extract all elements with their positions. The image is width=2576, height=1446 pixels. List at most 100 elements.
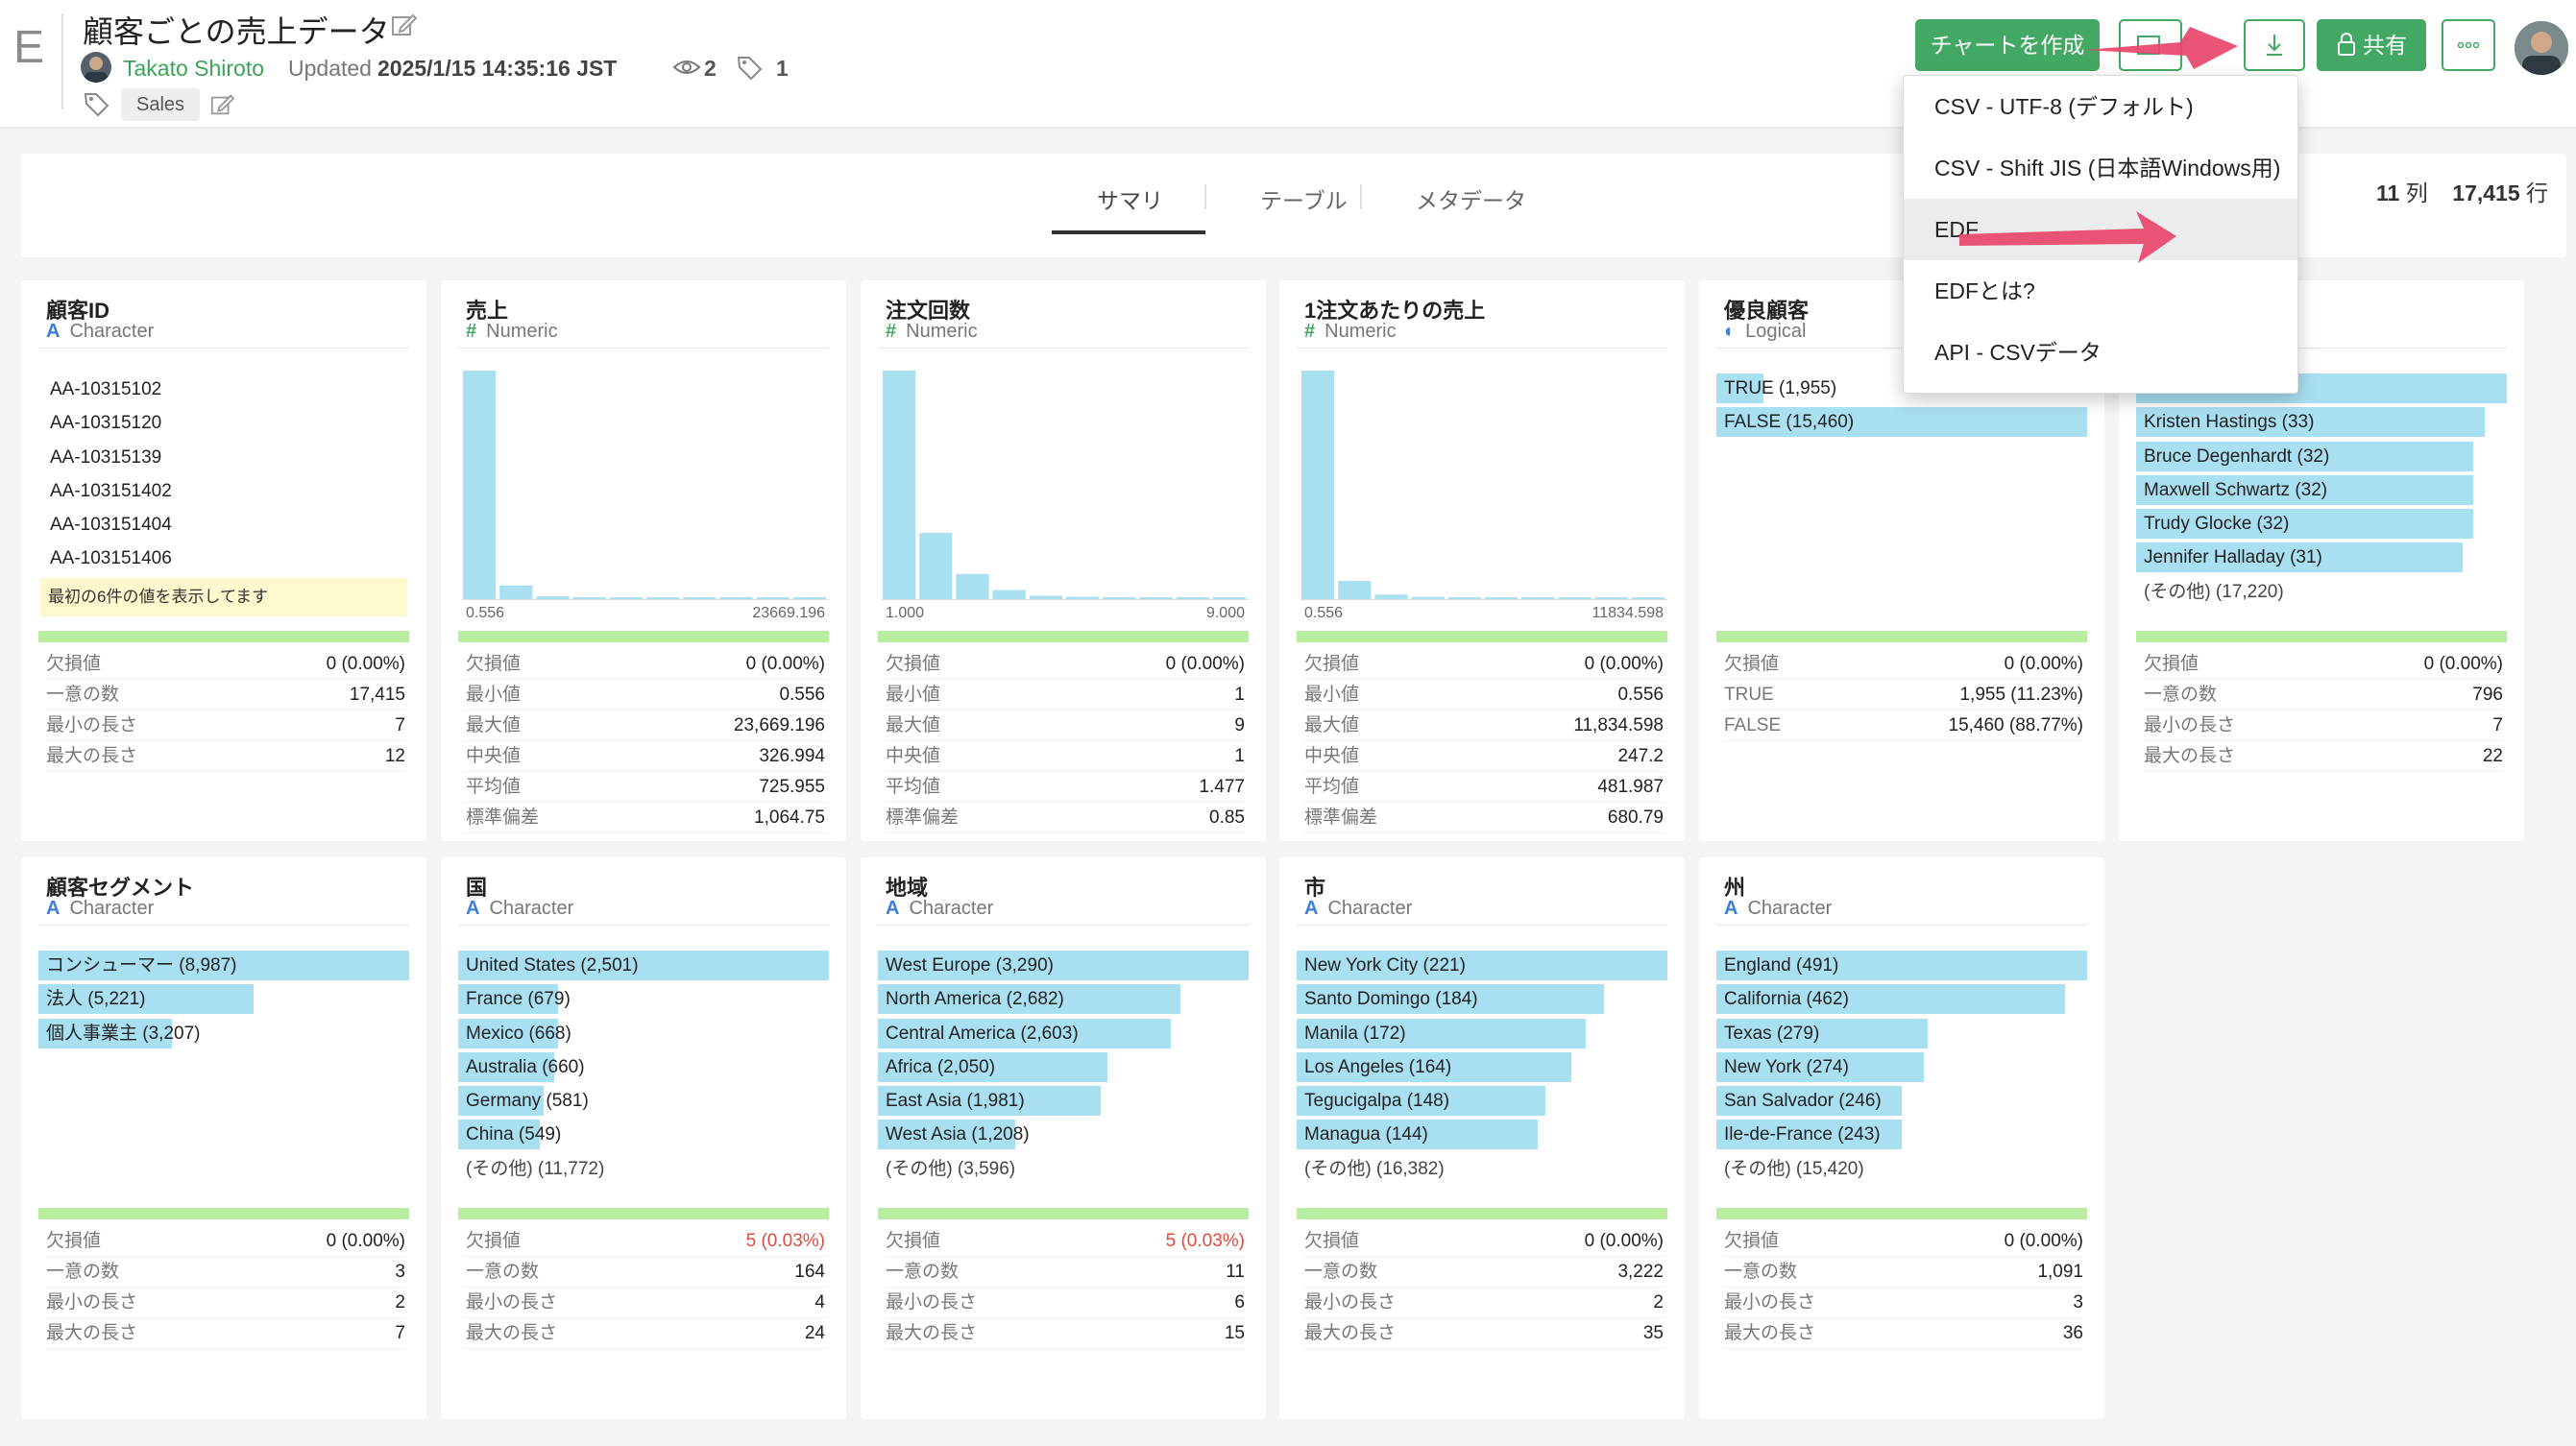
histogram-bin[interactable] — [536, 596, 570, 599]
histogram-bin[interactable] — [499, 585, 533, 599]
histogram-bin[interactable] — [1594, 597, 1628, 599]
histogram-bin[interactable] — [1485, 597, 1519, 599]
histogram-bin[interactable] — [1103, 597, 1136, 599]
histogram-bin[interactable] — [1447, 597, 1481, 599]
frequency-row[interactable]: TRUE (1,955) — [1716, 372, 2087, 405]
eye-icon — [672, 60, 701, 74]
histogram-bin[interactable] — [1411, 596, 1445, 599]
frequency-row[interactable]: Tegucigalpa (148) — [1297, 1084, 1667, 1118]
create-chart-button[interactable]: チャートを作成 — [1915, 19, 2100, 71]
histogram-bin[interactable] — [1374, 594, 1408, 599]
frequency-row[interactable]: New York City (221) — [1297, 949, 1667, 982]
edit-title-icon[interactable] — [390, 12, 417, 38]
user-avatar[interactable] — [2515, 21, 2568, 75]
histogram-bin[interactable] — [719, 597, 753, 599]
histogram-bin[interactable] — [1521, 597, 1555, 599]
tab-divider — [1204, 184, 1206, 209]
frequency-row[interactable]: Jennifer Halladay (31) — [2136, 541, 2507, 574]
download-button[interactable] — [2244, 19, 2305, 71]
frequency-row[interactable]: 個人事業主 (3,207) — [38, 1017, 409, 1050]
frequency-row[interactable]: Santo Domingo (184) — [1297, 982, 1667, 1016]
tab-metadata[interactable]: メタデータ — [1416, 188, 1526, 213]
column-card[interactable]: 州 A Character England (491) California (462)… — [1699, 857, 2104, 1419]
histogram-bin[interactable] — [883, 371, 916, 599]
owner-avatar[interactable] — [81, 52, 111, 83]
frequency-row[interactable]: Manila (172) — [1297, 1017, 1667, 1050]
histogram-bin[interactable] — [1212, 597, 1246, 599]
histogram-bin[interactable] — [919, 533, 953, 599]
frequency-row[interactable]: West Europe (3,290) — [878, 949, 1249, 982]
histogram-bin[interactable] — [1558, 597, 1592, 599]
frequency-row[interactable]: West Asia (1,208) — [878, 1118, 1249, 1151]
histogram[interactable] — [462, 369, 829, 599]
frequency-row[interactable]: East Asia (1,981) — [878, 1084, 1249, 1118]
column-card[interactable]: 地域 A Character West Europe (3,290) North Ame… — [861, 857, 1266, 1419]
frequency-row[interactable]: 法人 (5,221) — [38, 982, 409, 1016]
frequency-row[interactable]: China (549) — [458, 1118, 829, 1151]
histogram-bin[interactable] — [572, 597, 606, 599]
histogram-bin[interactable] — [1631, 597, 1665, 599]
histogram[interactable] — [1300, 369, 1667, 599]
more-options-button[interactable] — [2442, 19, 2495, 71]
histogram-bin[interactable] — [463, 371, 497, 599]
histogram-bin[interactable] — [756, 597, 790, 599]
histogram-bin[interactable] — [683, 597, 717, 599]
column-card[interactable]: 国 A Character United States (2,501) France (… — [441, 857, 846, 1419]
toolbar-button[interactable] — [2119, 19, 2182, 71]
frequency-row[interactable]: United States (2,501) — [458, 949, 829, 982]
frequency-row[interactable]: New York (274) — [1716, 1050, 2087, 1084]
histogram-bin[interactable] — [1139, 597, 1173, 599]
frequency-row[interactable]: Los Angeles (164) — [1297, 1050, 1667, 1084]
histogram-bin[interactable] — [792, 597, 826, 599]
frequency-row[interactable]: Texas (279) — [1716, 1017, 2087, 1050]
histogram-bin[interactable] — [956, 573, 989, 599]
histogram-bin[interactable] — [1301, 371, 1335, 599]
frequency-row[interactable]: Bruce Degenhardt (32) — [2136, 440, 2507, 473]
tag-chip-sales[interactable]: Sales — [121, 88, 201, 121]
app-logo[interactable]: E — [13, 22, 45, 73]
tab-summary[interactable]: サマリ — [1097, 188, 1163, 213]
column-card[interactable]: 顧客ID A Character AA-10315102 AA-10315120 AA-1… — [21, 280, 426, 841]
frequency-row[interactable]: San Salvador (246) — [1716, 1084, 2087, 1118]
frequency-row[interactable]: California (462) — [1716, 982, 2087, 1016]
frequency-row[interactable]: Mexico (668) — [458, 1017, 829, 1050]
column-card[interactable]: 顧客セグメント A Character コンシューマー (8,987) 法人 (5,22… — [21, 857, 426, 1419]
histogram-bin[interactable] — [1029, 595, 1062, 599]
column-card[interactable]: 注文回数 # Numeric 1.000 9.000 欠損値 0 (0.00%) 最小値 1 最大… — [861, 280, 1266, 841]
frequency-row[interactable]: Maxwell Schwartz (32) — [2136, 473, 2507, 507]
frequency-row[interactable]: FALSE (15,460) — [1716, 405, 2087, 439]
frequency-row[interactable]: Trudy Glocke (32) — [2136, 507, 2507, 541]
column-card[interactable]: 市 A Character New York City (221) Santo Domi… — [1279, 857, 1685, 1419]
frequency-row[interactable]: Australia (660) — [458, 1050, 829, 1084]
edit-tags-icon[interactable] — [209, 92, 234, 117]
frequency-row[interactable]: North America (2,682) — [878, 982, 1249, 1016]
frequency-row[interactable]: コンシューマー (8,987) — [38, 949, 409, 982]
frequency-row[interactable]: Central America (2,603) — [878, 1017, 1249, 1050]
histogram-bin[interactable] — [1176, 597, 1209, 599]
histogram-bin[interactable] — [1066, 596, 1100, 599]
menu-item-edf[interactable]: EDF — [1904, 199, 2297, 260]
frequency-row[interactable]: Kristen Hastings (33) — [2136, 405, 2507, 439]
frequency-row[interactable]: England (491) — [1716, 949, 2087, 982]
frequency-row[interactable]: Managua (144) — [1297, 1118, 1667, 1151]
column-name: 州 — [1724, 876, 1746, 900]
menu-item-csv-utf8[interactable]: CSV - UTF-8 (デフォルト) — [1934, 94, 2194, 119]
histogram[interactable] — [882, 369, 1249, 599]
histogram-bin[interactable] — [609, 597, 643, 599]
menu-item-api-csv[interactable]: API - CSVデータ — [1934, 340, 2102, 365]
column-card[interactable]: 1注文あたりの売上 # Numeric 0.556 11834.598 欠損値 0 (0.0… — [1279, 280, 1685, 841]
frequency-row[interactable]: France (679) — [458, 982, 829, 1016]
frequency-row[interactable]: Germany (581) — [458, 1084, 829, 1118]
menu-item-csv-shift-jis[interactable]: CSV - Shift JIS (日本語Windows用) — [1934, 156, 2281, 181]
histogram-bin[interactable] — [1338, 581, 1372, 599]
value-list: AA-10315102 AA-10315120 AA-10315139 AA-1031… — [50, 373, 415, 576]
tab-table[interactable]: テーブル — [1260, 188, 1348, 213]
frequency-row[interactable]: Africa (2,050) — [878, 1050, 1249, 1084]
menu-item-edf-help[interactable]: EDFとは? — [1934, 278, 2035, 303]
histogram-bin[interactable] — [646, 597, 680, 599]
share-button[interactable]: 共有 — [2317, 19, 2426, 71]
histogram-bin[interactable] — [992, 590, 1026, 600]
owner-name-link[interactable]: Takato Shiroto — [123, 56, 265, 81]
frequency-row[interactable]: Ile-de-France (243) — [1716, 1118, 2087, 1151]
column-card[interactable]: 売上 # Numeric 0.556 23669.196 欠損値 0 (0.00%) 最小値 0… — [441, 280, 846, 841]
